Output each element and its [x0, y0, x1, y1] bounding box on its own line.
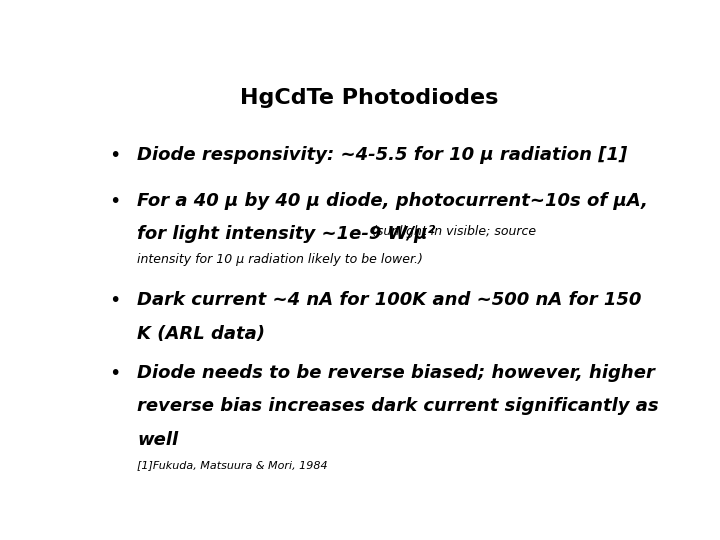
- Text: K (ARL data): K (ARL data): [138, 325, 266, 343]
- Text: for light intensity ~1e-9 W/μ²: for light intensity ~1e-9 W/μ²: [138, 225, 436, 243]
- Text: (sunlight in visible; source: (sunlight in visible; source: [372, 225, 536, 238]
- Text: •: •: [109, 146, 121, 165]
- Text: [1]Fukuda, Matsuura & Mori, 1984: [1]Fukuda, Matsuura & Mori, 1984: [138, 460, 328, 470]
- Text: HgCdTe Photodiodes: HgCdTe Photodiodes: [240, 87, 498, 107]
- Text: Diode responsivity: ~4-5.5 for 10 μ radiation [1]: Diode responsivity: ~4-5.5 for 10 μ radi…: [138, 146, 628, 164]
- Text: •: •: [109, 192, 121, 211]
- Text: •: •: [109, 364, 121, 383]
- Text: Diode needs to be reverse biased; however, higher: Diode needs to be reverse biased; howeve…: [138, 364, 655, 382]
- Text: well: well: [138, 431, 179, 449]
- Text: •: •: [109, 292, 121, 310]
- Text: For a 40 μ by 40 μ diode, photocurrent~10s of μA,: For a 40 μ by 40 μ diode, photocurrent~1…: [138, 192, 648, 210]
- Text: reverse bias increases dark current significantly as: reverse bias increases dark current sign…: [138, 397, 659, 415]
- Text: intensity for 10 μ radiation likely to be lower.): intensity for 10 μ radiation likely to b…: [138, 253, 423, 266]
- Text: Dark current ~4 nA for 100K and ~500 nA for 150: Dark current ~4 nA for 100K and ~500 nA …: [138, 292, 642, 309]
